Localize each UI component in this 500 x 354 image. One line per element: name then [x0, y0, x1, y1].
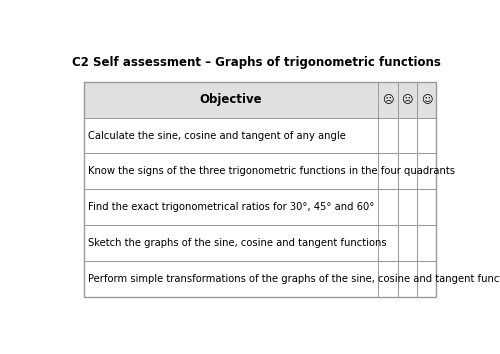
Bar [398, 261, 417, 297]
Text: Objective: Objective [200, 93, 262, 106]
Text: Calculate the sine, cosine and tangent of any angle: Calculate the sine, cosine and tangent o… [88, 131, 346, 141]
Bar [417, 118, 436, 154]
Bar [398, 154, 417, 189]
Bar [398, 82, 417, 118]
Bar [378, 189, 398, 225]
Bar [84, 225, 378, 261]
Bar [84, 189, 378, 225]
Bar [417, 82, 436, 118]
Text: Perform simple transformations of the graphs of the sine, cosine and tangent fun: Perform simple transformations of the gr… [88, 274, 500, 284]
Bar [84, 261, 378, 297]
Bar [378, 82, 398, 118]
Bar [398, 225, 417, 261]
Bar [417, 189, 436, 225]
Text: Know the signs of the three trigonometric functions in the four quadrants: Know the signs of the three trigonometri… [88, 166, 454, 177]
Text: ☹: ☹ [382, 95, 394, 105]
Bar [84, 154, 378, 189]
Bar [417, 261, 436, 297]
Bar [84, 82, 436, 297]
Text: C2 Self assessment – Graphs of trigonometric functions: C2 Self assessment – Graphs of trigonome… [72, 56, 440, 69]
Bar [378, 154, 398, 189]
Text: ☺: ☺ [421, 95, 432, 105]
Bar [84, 118, 378, 154]
Bar [398, 189, 417, 225]
Text: Find the exact trigonometrical ratios for 30°, 45° and 60°: Find the exact trigonometrical ratios fo… [88, 202, 374, 212]
Bar [378, 225, 398, 261]
Bar [378, 261, 398, 297]
Bar [417, 154, 436, 189]
Bar [417, 225, 436, 261]
Text: Sketch the graphs of the sine, cosine and tangent functions: Sketch the graphs of the sine, cosine an… [88, 238, 387, 249]
Bar [398, 118, 417, 154]
Bar [84, 82, 378, 118]
Text: ☹: ☹ [402, 95, 413, 105]
Bar [378, 118, 398, 154]
